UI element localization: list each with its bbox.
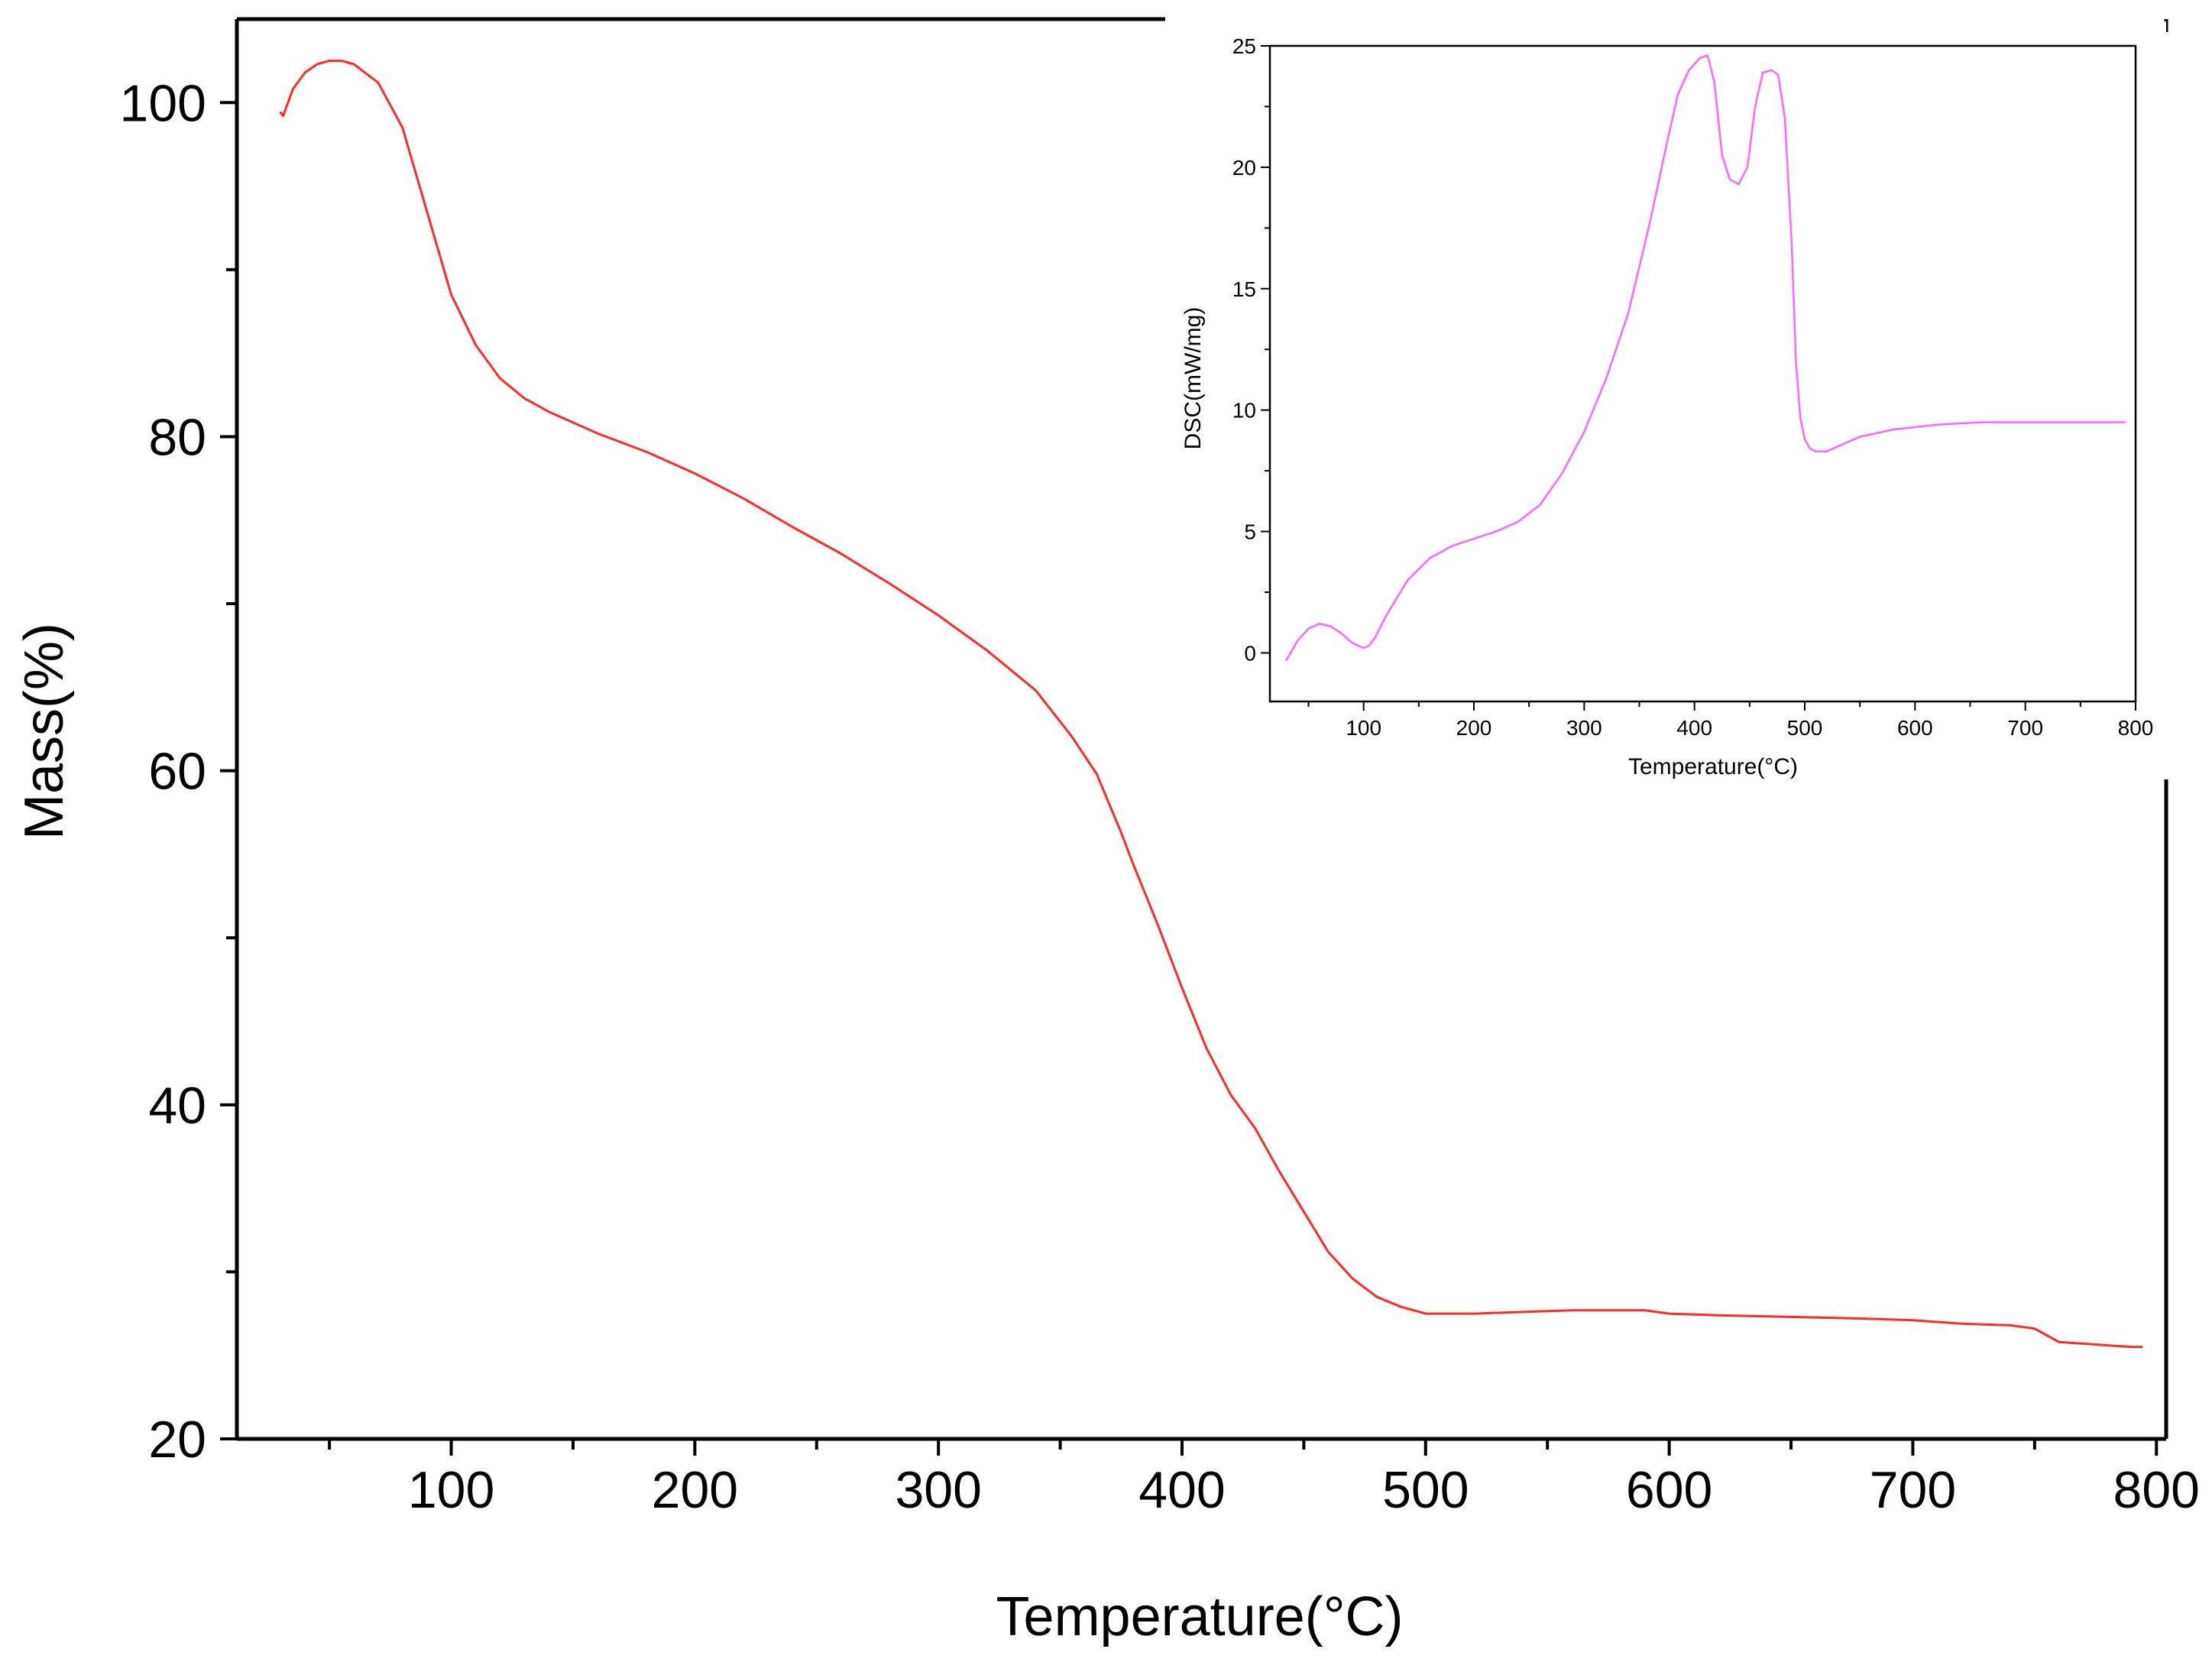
inset-x-tick-label-400: 400 (1676, 716, 1712, 740)
main-x-axis-title: Temperature(°C) (996, 1586, 1404, 1647)
inset-x-tick-label-500: 500 (1787, 716, 1823, 740)
inset-y-tick-label-20: 20 (1232, 156, 1256, 180)
main-x-tick-labels: 100 200 300 400 500 600 700 800 (408, 1461, 2200, 1519)
inset-x-axis-title: Temperature(°C) (1628, 754, 1798, 779)
main-x-tick-label-700: 700 (1870, 1461, 1956, 1519)
main-y-axis-title: Mass(%) (14, 623, 75, 840)
inset-series-group (1285, 54, 2126, 662)
inset-series-line-dsc (1285, 54, 2126, 662)
inset-x-tick-label-300: 300 (1566, 716, 1602, 740)
inset-y-tick-label-15: 15 (1232, 277, 1256, 301)
inset-y-tick-label-10: 10 (1232, 399, 1256, 423)
inset-y-tick-labels: 0 5 10 15 20 25 (1232, 34, 1256, 665)
main-x-tick-label-800: 800 (2113, 1461, 2200, 1519)
inset-y-axis-ticks (1261, 45, 1270, 654)
inset-y-tick-label-5: 5 (1244, 520, 1256, 544)
inset-y-tick-label-0: 0 (1244, 641, 1256, 665)
inset-y-tick-label-25: 25 (1232, 34, 1256, 58)
main-x-tick-label-200: 200 (652, 1461, 738, 1519)
main-y-tick-labels: 20 40 60 80 100 (120, 74, 206, 1469)
inset-x-tick-label-700: 700 (2007, 716, 2043, 740)
main-y-tick-label-100: 100 (120, 74, 206, 132)
main-x-tick-label-100: 100 (408, 1461, 494, 1519)
main-series-line-mass (279, 60, 2143, 1349)
main-series-group (279, 60, 2143, 1349)
main-x-tick-label-500: 500 (1382, 1461, 1469, 1519)
main-x-tick-label-600: 600 (1626, 1461, 1712, 1519)
inset-x-tick-label-200: 200 (1456, 716, 1492, 740)
main-x-axis-ticks (328, 1439, 2159, 1456)
main-y-tick-label-40: 40 (148, 1077, 206, 1135)
main-x-tick-label-300: 300 (895, 1461, 981, 1519)
main-x-tick-label-400: 400 (1138, 1461, 1225, 1519)
inset-x-tick-labels: 100 200 300 400 500 600 700 800 (1346, 716, 2153, 740)
inset-x-tick-label-100: 100 (1346, 716, 1381, 740)
inset-x-axis-ticks (1307, 701, 2136, 711)
inset-y-axis-title: DSC(mW/mg) (1180, 307, 1206, 450)
main-y-axis-ticks (220, 101, 237, 1440)
main-y-tick-label-80: 80 (148, 408, 206, 466)
main-y-tick-label-20: 20 (148, 1411, 206, 1469)
main-y-tick-label-60: 60 (148, 743, 206, 801)
inset-chart: 100 200 300 400 500 600 700 800 0 5 10 15 20 25 Temp… (1165, 21, 2166, 779)
inset-plot-frame (1268, 44, 2137, 703)
inset-x-tick-label-600: 600 (1897, 716, 1933, 740)
inset-background (1165, 21, 2166, 779)
inset-x-tick-label-800: 800 (2118, 716, 2154, 740)
